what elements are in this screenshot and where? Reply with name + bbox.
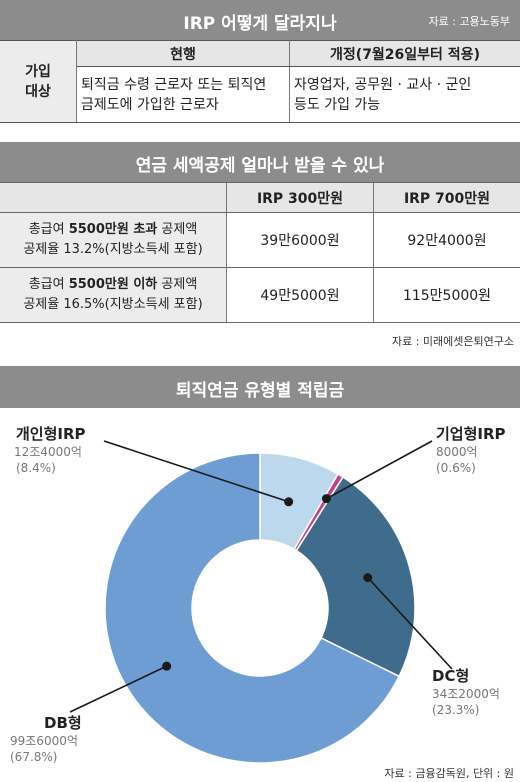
leader-line-3 bbox=[69, 665, 167, 713]
leader-line-2 bbox=[367, 577, 453, 670]
label-irp-personal: 개인형IRP 12조4000억 (8.4%) bbox=[14, 423, 86, 476]
tax-row-label: 총급여 5500만원 이하 공제액 공제율 16.5%(지방소득세 포함) bbox=[0, 267, 227, 323]
label-pct: (67.8%) bbox=[10, 750, 58, 764]
tax-credit-table: IRP 300만원 IRP 700만원 총급여 5500만원 초과 공제액 공제… bbox=[0, 182, 520, 323]
row-label-cell: 가입 대상 bbox=[0, 40, 77, 123]
leader-line-0 bbox=[103, 440, 289, 503]
label-amount: 12조4000억 bbox=[14, 445, 82, 459]
section1-source: 자료 : 고용노동부 bbox=[428, 15, 510, 28]
label-dc: DC형 34조2000억 (23.3%) bbox=[432, 665, 500, 718]
current-cell: 퇴직금 수령 근로자 또는 퇴직연 금제도에 가입한 근로자 bbox=[76, 66, 290, 123]
tax-value: 92만4000원 bbox=[373, 212, 520, 268]
slice-2 bbox=[295, 476, 416, 678]
label-pct: (0.6%) bbox=[436, 461, 476, 475]
label-amount: 99조6000억 bbox=[10, 734, 78, 748]
col-irp300-header: IRP 300만원 bbox=[226, 182, 374, 213]
current-line2: 금제도에 가입한 근로자 bbox=[81, 96, 219, 113]
current-line1: 퇴직금 수령 근로자 또는 퇴직연 bbox=[81, 76, 267, 93]
tax-header-blank bbox=[0, 182, 227, 213]
pension-donut-chart bbox=[69, 440, 453, 764]
label-title: DB형 bbox=[44, 714, 82, 732]
leader-dot-2 bbox=[363, 573, 373, 583]
section1-title: IRP 어떻게 달라지나 bbox=[183, 14, 337, 34]
row-label-line1: 가입 bbox=[25, 63, 51, 80]
tax-row-label: 총급여 5500만원 초과 공제액 공제율 13.2%(지방소득세 포함) bbox=[0, 212, 227, 268]
tax-value: 49만5000원 bbox=[226, 267, 374, 323]
label-irp-corporate: 기업형IRP 8000억 (0.6%) bbox=[436, 423, 506, 476]
label-title: DC형 bbox=[432, 667, 470, 685]
label-pct: (23.3%) bbox=[432, 703, 480, 717]
label-title: 기업형IRP bbox=[436, 425, 506, 443]
label-amount: 8000억 bbox=[436, 445, 478, 459]
leader-dot-0 bbox=[284, 497, 294, 507]
label-title: 개인형IRP bbox=[16, 425, 86, 443]
col-revised-header: 개정(7월26일부터 적용) bbox=[289, 40, 520, 67]
section2-title-bar: 연금 세액공제 얼마나 받을 수 있나 bbox=[0, 142, 520, 182]
row-label-line2: 대상 bbox=[25, 83, 51, 100]
revised-cell: 자영업자, 공무원 · 교사 · 군인 등도 가입 가능 bbox=[289, 66, 520, 123]
label-pct: (8.4%) bbox=[16, 461, 56, 475]
leader-line-1 bbox=[326, 440, 433, 500]
tax-value: 115만5000원 bbox=[373, 267, 520, 323]
leader-dot-3 bbox=[162, 661, 172, 671]
irp-change-table: 가입 대상 현행 개정(7월26일부터 적용) 퇴직금 수령 근로자 또는 퇴직… bbox=[0, 40, 520, 123]
revised-line2: 등도 가입 가능 bbox=[294, 96, 381, 113]
col-irp700-header: IRP 700만원 bbox=[373, 182, 520, 213]
label-db: DB형 99조6000억 (67.8%) bbox=[10, 712, 82, 765]
section2-source: 자료 : 미래에셋은퇴연구소 bbox=[391, 335, 514, 348]
col-current-header: 현행 bbox=[76, 40, 290, 67]
section2-title: 연금 세액공제 얼마나 받을 수 있나 bbox=[135, 156, 385, 176]
label-amount: 34조2000억 bbox=[432, 687, 500, 701]
section3-title: 퇴직연금 유형별 적립금 bbox=[175, 381, 345, 401]
slice-3 bbox=[104, 452, 401, 764]
section3-title-bar: 퇴직연금 유형별 적립금 bbox=[0, 366, 520, 408]
revised-line1: 자영업자, 공무원 · 교사 · 군인 bbox=[294, 76, 472, 93]
section3-source: 자료 : 금융감독원, 단위 : 원 bbox=[384, 767, 514, 780]
tax-value: 39만6000원 bbox=[226, 212, 374, 268]
leader-dot-1 bbox=[321, 494, 331, 504]
section1-title-bar: IRP 어떻게 달라지나 자료 : 고용노동부 bbox=[0, 0, 520, 40]
